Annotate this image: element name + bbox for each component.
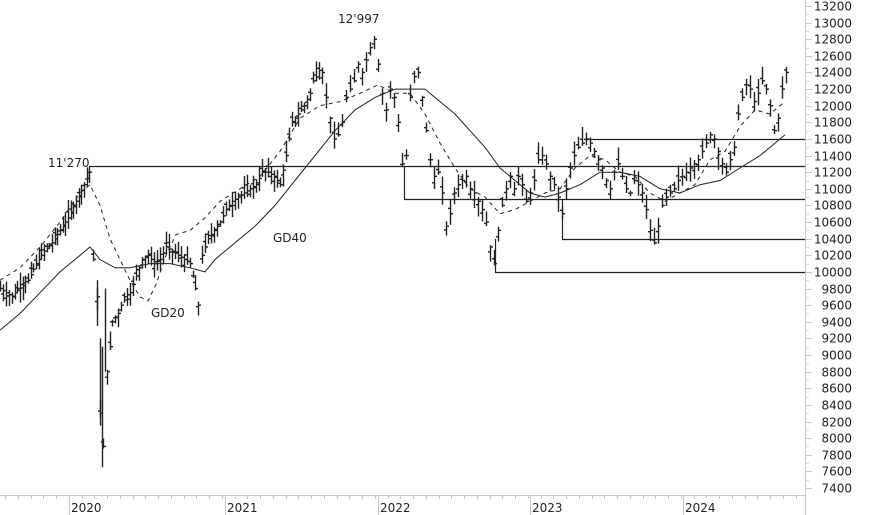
y-tick-label: 10600 xyxy=(814,216,852,230)
x-tick-label: 2020 xyxy=(71,501,102,515)
y-tick-label: 7800 xyxy=(821,449,852,463)
y-tick-label: 8800 xyxy=(821,366,852,380)
ohlc-bars xyxy=(0,35,789,468)
x-tick-label: 2023 xyxy=(532,501,563,515)
y-tick-label: 12600 xyxy=(814,50,852,64)
y-tick-label: 10200 xyxy=(814,249,852,263)
x-axis: 2020 2021 2022 2023 2024 xyxy=(0,495,805,515)
gd40-moving-average-line xyxy=(0,88,786,331)
y-tick-label: 10400 xyxy=(814,233,852,247)
y-tick-label: 10000 xyxy=(814,266,852,280)
y-tick-label: 8000 xyxy=(821,432,852,446)
y-tick-label: 11000 xyxy=(814,183,852,197)
y-tick-label: 9600 xyxy=(821,299,852,313)
y-tick-label: 12200 xyxy=(814,83,852,97)
gd20-moving-average-line xyxy=(0,84,786,302)
x-tick-label: 2021 xyxy=(227,501,258,515)
y-tick-label: 9400 xyxy=(821,316,852,330)
y-tick-label: 13200 xyxy=(814,0,852,14)
annotation-2021-high: 12'997 xyxy=(338,12,379,26)
x-tick-label: 2022 xyxy=(380,501,411,515)
y-tick-label: 8600 xyxy=(821,382,852,396)
y-tick-label: 12000 xyxy=(814,100,852,114)
gd40-label: GD40 xyxy=(273,231,307,245)
x-tick-label: 2024 xyxy=(685,501,716,515)
y-axis: 13200 13000 12800 12600 12400 12200 12000 11800… xyxy=(805,0,852,515)
y-tick-label: 11600 xyxy=(814,133,852,147)
y-tick-label: 8200 xyxy=(821,416,852,430)
y-tick-label: 9200 xyxy=(821,332,852,346)
support-resistance-levels xyxy=(88,138,805,274)
y-tick-label: 9000 xyxy=(821,349,852,363)
y-tick-label: 8400 xyxy=(821,399,852,413)
y-tick-label: 11400 xyxy=(814,150,852,164)
y-tick-label: 12800 xyxy=(814,33,852,47)
gd20-label: GD20 xyxy=(151,306,185,320)
y-tick-label: 12400 xyxy=(814,66,852,80)
annotation-2020-high: 11'270 xyxy=(48,156,89,170)
y-tick-label: 13000 xyxy=(814,17,852,31)
y-tick-label: 11200 xyxy=(814,166,852,180)
y-tick-label: 11800 xyxy=(814,116,852,130)
y-tick-label: 7400 xyxy=(821,482,852,496)
y-tick-label: 7600 xyxy=(821,465,852,479)
y-tick-label: 10800 xyxy=(814,199,852,213)
y-tick-label: 9800 xyxy=(821,283,852,297)
